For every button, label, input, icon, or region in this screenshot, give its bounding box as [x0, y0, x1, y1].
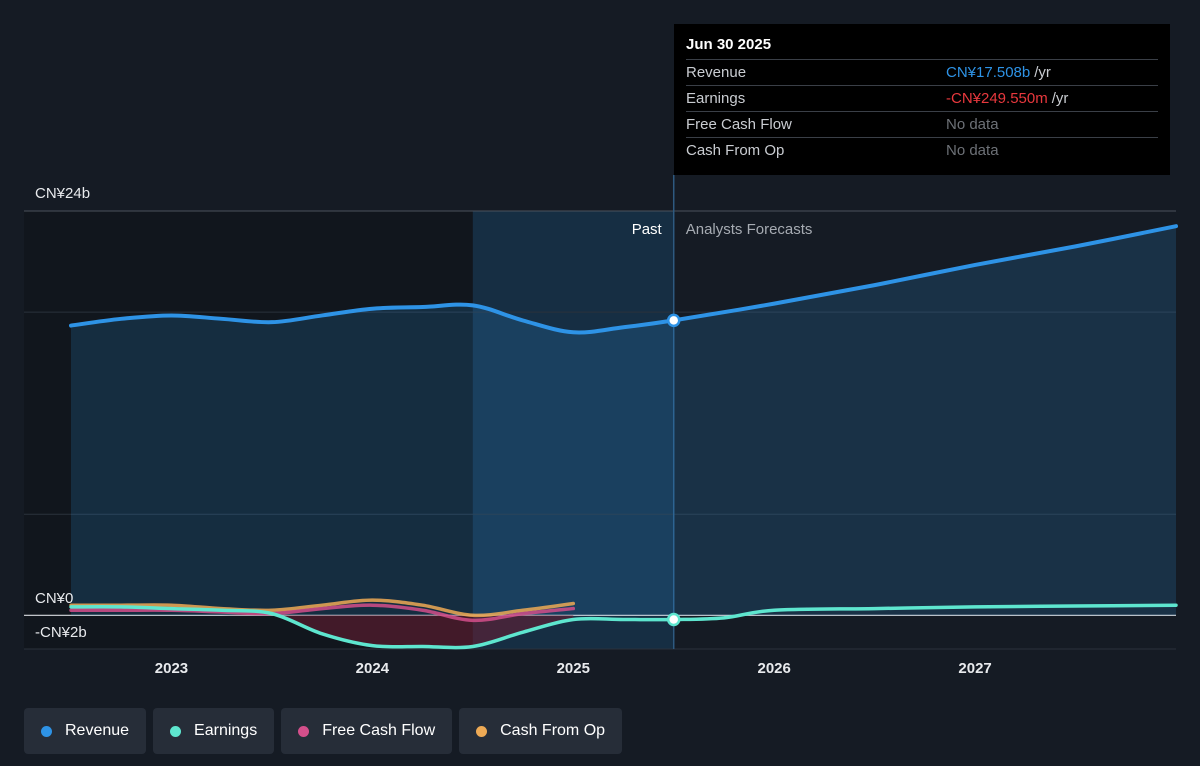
y-axis-label: -CN¥2b — [35, 624, 87, 641]
legend-label: Earnings — [194, 722, 258, 739]
revenue-highlight-point — [666, 313, 681, 328]
revenue-area — [71, 226, 1176, 616]
tooltip-row-label: Revenue — [686, 64, 747, 81]
highlight-region — [472, 211, 674, 649]
legend-item-revenue[interactable]: Revenue — [24, 708, 147, 754]
tooltip-row: Earnings -CN¥249.550m/yr — [686, 85, 1158, 111]
tooltip: Jun 30 2025 Revenue CN¥17.508b/yr Earnings… — [674, 24, 1170, 175]
legend-item-earnings[interactable]: Earnings — [153, 708, 275, 754]
legend-dot-icon — [41, 725, 52, 737]
legend-label: Free Cash Flow — [322, 722, 436, 739]
tooltip-row-value: -CN¥249.550m — [946, 90, 1048, 107]
x-tick-label: 2025 — [557, 660, 590, 677]
x-tick-label: 2024 — [356, 660, 390, 677]
y-axis-label: CN¥0 — [35, 590, 73, 607]
legend-dot-icon — [170, 725, 182, 737]
legend-item-cash-from-op[interactable]: Cash From Op — [459, 708, 623, 754]
past-label: Past — [632, 221, 663, 238]
forecast-label: Analysts Forecasts — [686, 221, 813, 238]
x-tick-label: 2026 — [757, 660, 790, 677]
tooltip-row-value: CN¥17.508b — [946, 64, 1031, 81]
tooltip-row-label: Cash From Op — [686, 142, 785, 159]
tooltip-row: Cash From Op No data — [686, 137, 1158, 163]
free-cash-flow-line — [69, 603, 576, 623]
tooltip-row-unit: /yr — [1051, 90, 1069, 107]
tooltip-row: Revenue CN¥17.508b/yr — [686, 59, 1158, 85]
tooltip-row: Free Cash Flow No data — [686, 111, 1158, 137]
tooltip-row-label: Earnings — [686, 90, 746, 107]
cash-from-op-line — [69, 598, 576, 618]
earnings-negative-area — [71, 613, 574, 648]
tooltip-row-value: No data — [946, 142, 999, 159]
legend-item-free-cash-flow[interactable]: Free Cash Flow — [281, 708, 453, 754]
revenue-line — [69, 224, 1178, 335]
legend-dot-icon — [476, 725, 488, 737]
earnings-highlight-point — [666, 612, 681, 627]
earnings-line — [69, 603, 1178, 650]
tooltip-row-unit: /yr — [1034, 64, 1051, 81]
legend-label: Cash From Op — [500, 722, 606, 739]
y-axis-label: CN¥24b — [35, 185, 90, 202]
legend: Revenue Earnings Free Cash Flow Cash From O… — [24, 708, 623, 754]
x-tick-label: 2027 — [958, 660, 991, 677]
tooltip-row-label: Free Cash Flow — [686, 116, 792, 133]
x-tick-label: 2023 — [155, 660, 188, 677]
tooltip-row-value: No data — [946, 116, 999, 133]
tooltip-date: Jun 30 2025 — [686, 36, 772, 53]
legend-dot-icon — [298, 725, 310, 737]
legend-label: Revenue — [65, 722, 130, 739]
